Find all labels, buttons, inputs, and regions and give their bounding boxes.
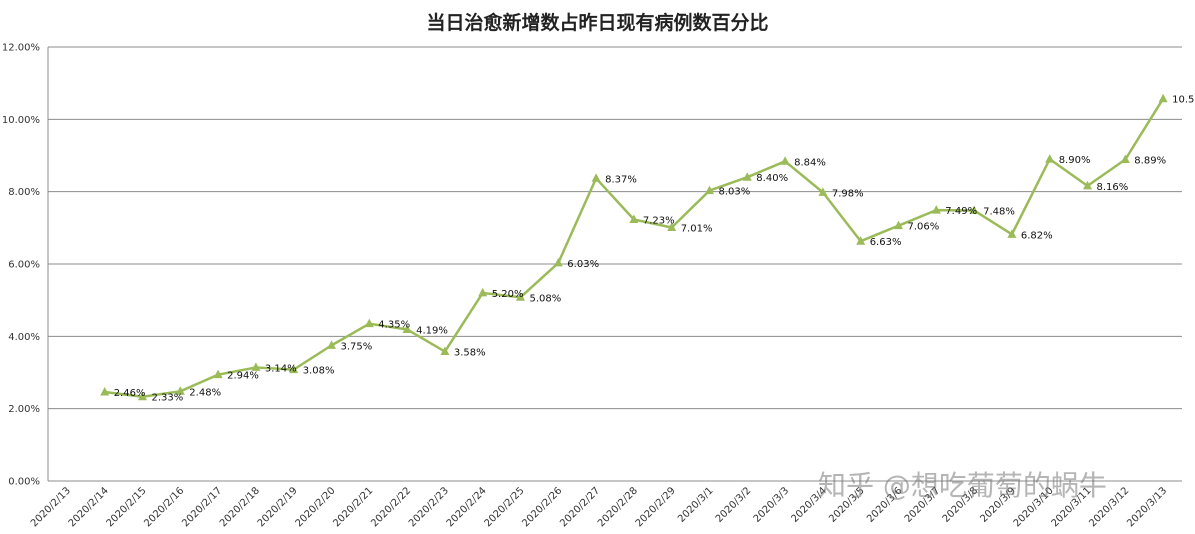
- x-tick-label: 2020/2/26: [520, 485, 564, 529]
- x-tick-label: 2020/3/3: [752, 485, 792, 525]
- y-tick-label: 2.00%: [8, 404, 40, 415]
- data-point-marker: [364, 318, 374, 328]
- data-point-marker: [780, 156, 790, 165]
- x-tick-label: 2020/2/20: [294, 485, 338, 529]
- data-point-marker: [478, 287, 488, 297]
- y-tick-label: 0.00%: [8, 477, 40, 488]
- data-label: 7.01%: [681, 223, 713, 234]
- data-labels: 2.46% 2.33% 2.48% 2.94% 3.14% 3.08% 3.75% 4.35%…: [114, 95, 1195, 404]
- data-label: 2.46%: [114, 388, 146, 399]
- data-point-marker: [931, 205, 941, 214]
- data-point-marker: [1007, 229, 1017, 238]
- data-point-marker: [1158, 93, 1168, 103]
- data-point-marker: [856, 236, 866, 245]
- x-tick-label: 2020/2/28: [596, 485, 640, 529]
- data-label: 6.82%: [1021, 230, 1053, 241]
- data-label: 7.49%: [945, 206, 977, 217]
- data-label: 8.16%: [1097, 182, 1129, 193]
- data-label: 5.08%: [530, 293, 562, 304]
- data-point-marker: [289, 364, 299, 374]
- x-tick-label: 2020/2/17: [180, 485, 224, 529]
- y-tick-label: 8.00%: [8, 187, 40, 198]
- data-point-marker: [516, 292, 525, 301]
- data-label: 2.48%: [189, 387, 221, 398]
- data-point-marker: [894, 220, 903, 230]
- x-tick-label: 2020/3/1: [676, 485, 716, 525]
- x-tick-label: 2020/3/2: [714, 485, 754, 525]
- data-point-marker: [213, 369, 223, 379]
- data-label: 8.90%: [1059, 155, 1091, 166]
- data-point-marker: [251, 362, 261, 371]
- data-point-marker: [100, 387, 110, 396]
- data-label: 8.89%: [1134, 155, 1166, 166]
- y-tick-label: 10.00%: [2, 115, 40, 126]
- data-point-marker: [818, 187, 828, 196]
- x-tick-label: 2020/2/18: [218, 485, 262, 529]
- data-label: 5.20%: [492, 289, 524, 300]
- data-point-marker: [327, 340, 336, 349]
- data-label: 7.48%: [983, 206, 1015, 217]
- data-point-marker: [629, 214, 639, 224]
- data-label: 4.19%: [416, 325, 448, 336]
- data-point-marker: [440, 346, 450, 356]
- data-point-marker: [553, 257, 563, 267]
- x-tick-label: 2020/2/22: [369, 485, 413, 529]
- data-label: 6.63%: [870, 237, 902, 248]
- series-line: [104, 98, 1165, 398]
- y-axis-ticks: 0.00% 2.00% 4.00% 6.00% 8.00% 10.00% 12.00%: [2, 43, 40, 488]
- data-point-marker: [175, 386, 185, 395]
- data-label: 3.58%: [454, 348, 486, 359]
- y-tick-label: 6.00%: [8, 260, 40, 271]
- data-point-marker: [138, 391, 147, 401]
- x-tick-label: 2020/2/27: [558, 485, 602, 529]
- x-tick-label: 2020/2/15: [105, 485, 149, 529]
- data-point-marker: [1120, 154, 1130, 163]
- x-tick-label: 2020/2/24: [445, 485, 489, 529]
- x-tick-label: 2020/2/25: [483, 485, 527, 529]
- series-markers: [100, 93, 1168, 401]
- x-tick-label: 2020/2/13: [29, 485, 73, 529]
- data-point-marker: [742, 172, 752, 181]
- x-tick-label: 2020/2/29: [634, 485, 678, 529]
- data-point-marker: [591, 173, 601, 182]
- data-label: 10.57%: [1172, 95, 1195, 106]
- data-label: 2.94%: [227, 371, 259, 382]
- x-tick-label: 2020/2/19: [256, 485, 300, 529]
- data-point-marker: [402, 324, 412, 333]
- x-tick-label: 2020/2/16: [142, 485, 186, 529]
- data-label: 3.14%: [265, 363, 297, 374]
- x-tick-label: 2020/2/14: [67, 485, 111, 529]
- chart-title: 当日治愈新增数占昨日现有病例数百分比: [426, 12, 769, 34]
- gridlines: [47, 46, 1182, 482]
- data-label: 4.35%: [378, 320, 410, 331]
- data-point-marker: [969, 205, 979, 214]
- data-point-marker: [1083, 180, 1092, 190]
- data-point-marker: [1045, 154, 1055, 163]
- watermark-text: 知乎 @想吃葡萄的蜗牛: [818, 469, 1107, 502]
- data-label: 8.37%: [605, 174, 637, 185]
- data-label: 7.23%: [643, 216, 675, 227]
- data-point-marker: [705, 185, 714, 195]
- data-label: 8.03%: [719, 187, 751, 198]
- data-label: 8.40%: [756, 173, 788, 184]
- x-tick-label: 2020/2/23: [407, 485, 451, 529]
- y-tick-label: 4.00%: [8, 332, 40, 343]
- data-label: 2.33%: [152, 393, 184, 404]
- data-label: 7.98%: [832, 188, 864, 199]
- x-tick-label: 2020/2/21: [331, 485, 375, 529]
- x-tick-label: 2020/3/13: [1125, 485, 1169, 529]
- data-point-marker: [667, 222, 677, 231]
- data-label: 8.84%: [794, 157, 826, 168]
- y-tick-label: 12.00%: [2, 43, 40, 54]
- data-label: 7.06%: [908, 222, 940, 233]
- data-label: 3.08%: [303, 366, 335, 377]
- series-line-path: [104, 98, 1165, 398]
- data-label: 6.03%: [567, 259, 599, 270]
- data-label: 3.75%: [341, 341, 373, 352]
